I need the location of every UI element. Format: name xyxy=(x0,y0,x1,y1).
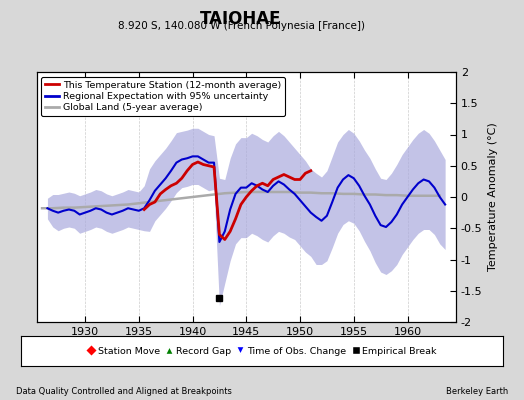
Text: 8.920 S, 140.080 W (French Polynesia [France]): 8.920 S, 140.080 W (French Polynesia [Fr… xyxy=(117,21,365,31)
Text: TAIOHAE: TAIOHAE xyxy=(200,10,282,28)
Text: Data Quality Controlled and Aligned at Breakpoints: Data Quality Controlled and Aligned at B… xyxy=(16,387,232,396)
Legend: Station Move, Record Gap, Time of Obs. Change, Empirical Break: Station Move, Record Gap, Time of Obs. C… xyxy=(83,343,441,359)
Y-axis label: Temperature Anomaly (°C): Temperature Anomaly (°C) xyxy=(488,123,498,271)
Text: Berkeley Earth: Berkeley Earth xyxy=(446,387,508,396)
Legend: This Temperature Station (12-month average), Regional Expectation with 95% uncer: This Temperature Station (12-month avera… xyxy=(41,77,285,116)
